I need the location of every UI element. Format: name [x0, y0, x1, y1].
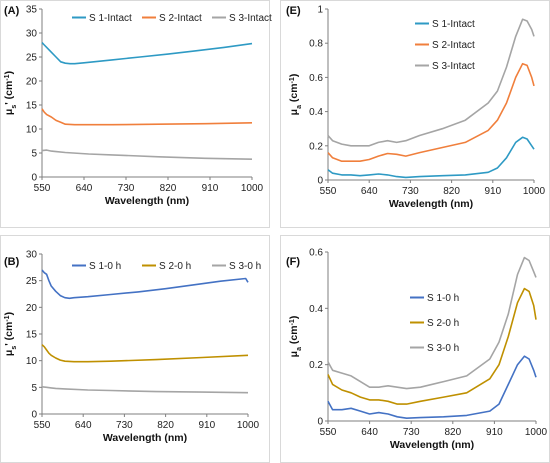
y-tick-label: 0 [317, 176, 323, 187]
chart-panel-3: 0 0.2 0.4 0.6 550 640 730 820 910 1000 Wavelength … [280, 235, 550, 463]
panel-label: (E) [286, 5, 301, 17]
y-tick-label: 25 [26, 53, 38, 64]
x-axis-label: Wavelength (nm) [103, 432, 187, 444]
x-axis-label: Wavelength (nm) [389, 198, 473, 210]
x-tick-label: 820 [443, 186, 460, 197]
y-tick-label: 15 [26, 330, 38, 341]
panel-label: (A) [4, 5, 20, 17]
y-tick-label: 10 [26, 356, 38, 367]
legend-entry: S 2-Intact [159, 13, 202, 24]
x-tick-label: 1000 [523, 186, 546, 197]
x-tick-label: 730 [116, 420, 133, 431]
x-tick-label: 910 [202, 183, 219, 194]
panel-label: (F) [286, 256, 300, 268]
y-axis-label: μs' (cm-1) [3, 71, 18, 115]
y-tick-label: 0 [317, 417, 323, 428]
y-tick-label: 1 [317, 5, 323, 16]
x-tick-label: 820 [444, 427, 461, 438]
x-tick-label: 910 [484, 186, 501, 197]
panel-frame [280, 0, 550, 228]
y-tick-label: 25 [26, 276, 38, 287]
x-tick-label: 820 [157, 420, 174, 431]
x-tick-label: 640 [76, 183, 93, 194]
legend-entry: S 2-0 h [159, 261, 191, 272]
series-line-s-2-0-h [41, 344, 249, 363]
y-tick-label: 0 [31, 173, 37, 184]
y-tick-label: 5 [31, 149, 37, 160]
x-tick-label: 730 [403, 427, 420, 438]
legend-entry: S 1-0 h [89, 261, 121, 272]
legend-entry: S 3-Intact [432, 61, 475, 72]
legend-entry: S 1-0 h [427, 293, 459, 304]
x-tick-label: 730 [402, 186, 419, 197]
x-tick-label: 640 [75, 420, 92, 431]
legend-entry: S 2-Intact [432, 40, 475, 51]
x-tick-label: 640 [361, 427, 378, 438]
series-line-s-3-0-h [327, 256, 537, 390]
y-tick-label: 0.6 [309, 73, 323, 84]
y-tick-label: 0 [31, 410, 37, 421]
y-axis-label: μa (cm-1) [288, 74, 303, 116]
y-tick-label: 0.8 [309, 39, 323, 50]
x-tick-label: 550 [34, 420, 51, 431]
legend-entry: S 3-0 h [229, 261, 261, 272]
panel-label: (B) [4, 256, 20, 268]
x-tick-label: 550 [34, 183, 51, 194]
legend-entry: S 1-Intact [432, 19, 475, 30]
y-tick-label: 20 [26, 77, 38, 88]
legend-entry: S 2-0 h [427, 318, 459, 329]
series-line-s-2-intact [41, 108, 253, 126]
x-tick-label: 1000 [237, 420, 260, 431]
x-axis-label: Wavelength (nm) [105, 195, 189, 207]
y-tick-label: 0.2 [309, 141, 323, 152]
x-axis-label: Wavelength (nm) [390, 439, 474, 451]
series-line-s-2-0-h [327, 287, 537, 405]
y-tick-label: 0.4 [309, 107, 323, 118]
y-tick-label: 5 [31, 383, 37, 394]
x-tick-label: 640 [361, 186, 378, 197]
series-line-s-1-intact [327, 136, 535, 179]
x-tick-label: 550 [320, 186, 337, 197]
y-tick-label: 15 [26, 101, 38, 112]
x-tick-label: 550 [320, 427, 337, 438]
x-tick-label: 1000 [241, 183, 264, 194]
series-line-s-3-intact [327, 18, 535, 147]
x-tick-label: 910 [198, 420, 215, 431]
chart-panel-1: 0 0.2 0.4 0.6 0.8 1 550 640 730 820 910 1000 Wavelen… [280, 0, 550, 228]
y-tick-label: 30 [26, 29, 38, 40]
chart-panel-2: 0 5 10 15 20 25 30 550 640 730 820 910 1000 Wavelengt… [0, 235, 270, 463]
chart-panel-0: 0 5 10 15 20 25 30 35 550 640 730 820 910 1000 Wavelen… [0, 0, 272, 228]
series-line-s-1-intact [41, 42, 253, 65]
series-line-s-1-0-h [327, 355, 537, 419]
x-tick-label: 1000 [525, 427, 548, 438]
y-tick-label: 0.4 [309, 304, 323, 315]
y-axis-label: μs' (cm-1) [3, 312, 18, 356]
legend-entry: S 3-Intact [229, 13, 272, 24]
y-tick-label: 0.6 [309, 248, 323, 259]
y-tick-label: 20 [26, 303, 38, 314]
y-axis-label: μa (cm-1) [288, 316, 303, 358]
series-line-s-2-intact [327, 62, 535, 162]
x-tick-label: 730 [118, 183, 135, 194]
x-tick-label: 910 [486, 427, 503, 438]
legend-entry: S 3-0 h [427, 343, 459, 354]
y-tick-label: 30 [26, 250, 38, 261]
series-line-s-3-intact [41, 149, 253, 160]
series-line-s-1-0-h [41, 269, 249, 300]
y-tick-label: 0.2 [309, 360, 323, 371]
y-tick-label: 10 [26, 125, 38, 136]
legend-entry: S 1-Intact [89, 13, 132, 24]
x-tick-label: 820 [160, 183, 177, 194]
series-line-s-3-0-h [41, 386, 249, 394]
y-tick-label: 35 [26, 5, 38, 16]
